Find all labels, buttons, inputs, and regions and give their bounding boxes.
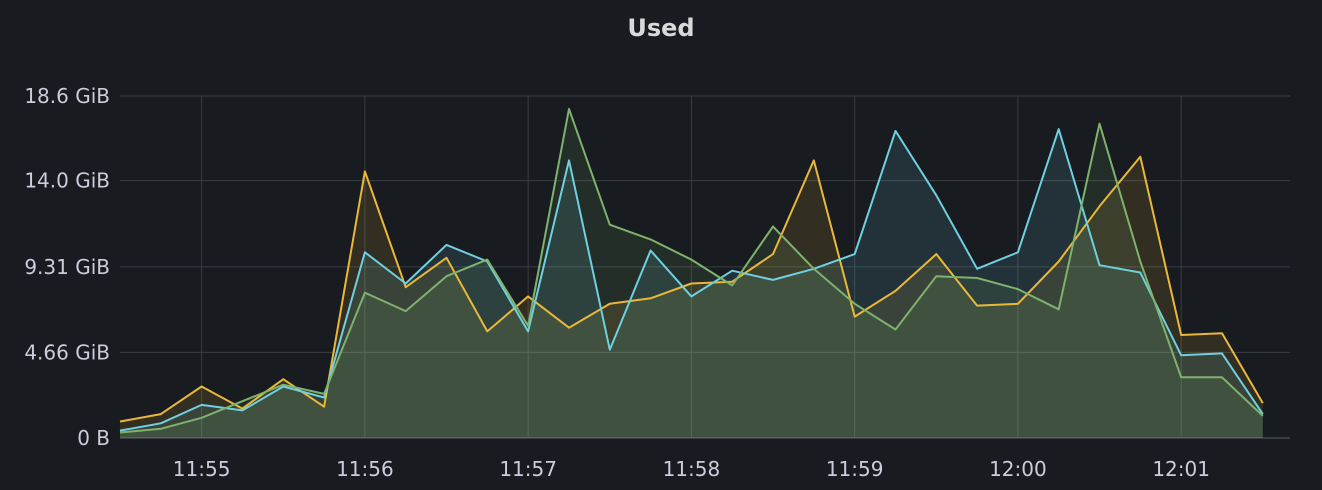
y-axis: 0 B 4.66 GiB 9.31 GiB 14.0 GiB 18.6 GiB <box>24 84 110 450</box>
grid <box>120 95 1290 439</box>
x-tick-label: 11:57 <box>499 457 557 481</box>
x-tick-label: 12:01 <box>1152 457 1210 481</box>
series-area-3 <box>120 108 1263 439</box>
series-lines <box>119 107 1264 434</box>
y-tick-label: 9.31 GiB <box>24 255 110 279</box>
x-axis: 11:55 11:56 11:57 11:58 11:59 12:00 12:01 <box>173 457 1210 481</box>
y-tick-label: 18.6 GiB <box>24 84 110 108</box>
x-tick-label: 11:56 <box>336 457 394 481</box>
y-tick-label: 0 B <box>77 426 110 450</box>
x-tick-label: 11:58 <box>663 457 721 481</box>
series-line-2[interactable] <box>119 128 1264 432</box>
y-tick-label: 14.0 GiB <box>24 169 110 193</box>
series-area-2 <box>120 129 1263 438</box>
x-tick-label: 11:55 <box>173 457 231 481</box>
x-tick-label: 12:00 <box>989 457 1047 481</box>
panel-title[interactable]: Used <box>627 14 695 42</box>
series-line-3[interactable] <box>119 107 1264 434</box>
y-tick-label: 4.66 GiB <box>24 340 110 364</box>
x-tick-label: 11:59 <box>826 457 884 481</box>
